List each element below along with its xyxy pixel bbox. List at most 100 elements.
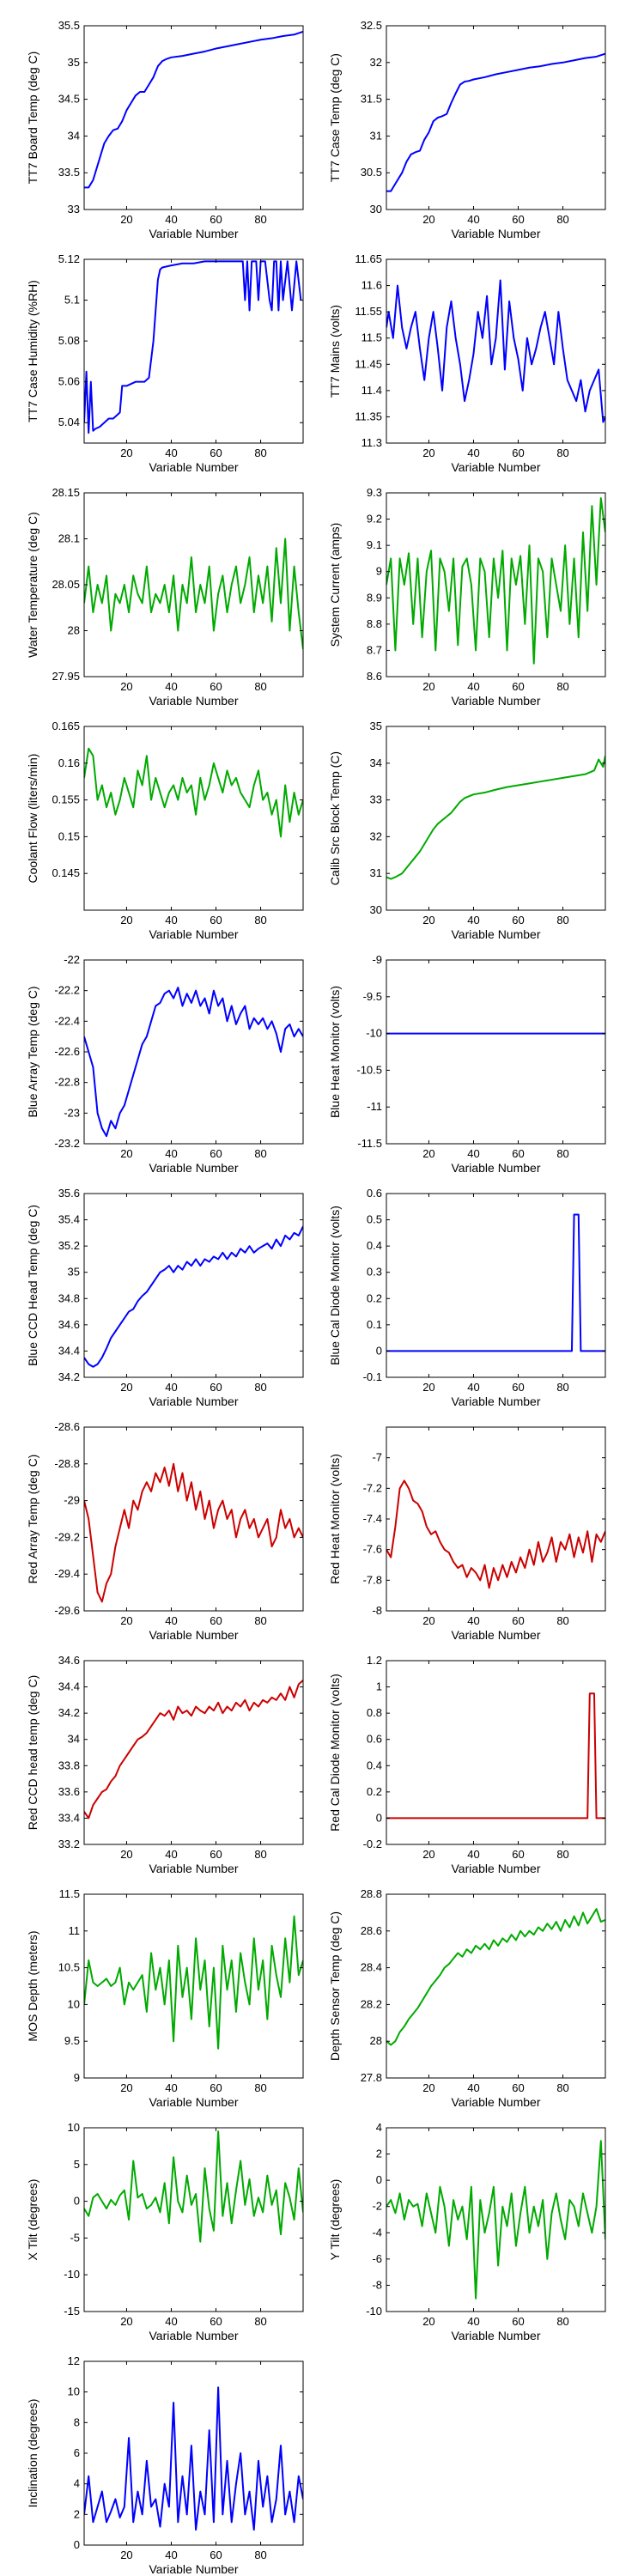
y-tick-label: 5.04 xyxy=(58,416,80,428)
y-tick-label: 8.6 xyxy=(367,670,382,683)
plot-frame xyxy=(386,1660,606,1845)
chart-panel: 20 40 60 80 9 9.5 10 10.5 11 11.5 Variable Number M… xyxy=(26,1887,304,2109)
x-axis-label: Variable Number xyxy=(149,2095,238,2109)
x-tick-label: 40 xyxy=(165,1147,177,1160)
y-tick-label: 6 xyxy=(74,2446,80,2459)
y-tick-label: -7.6 xyxy=(363,1543,382,1556)
x-tick-label: 20 xyxy=(422,447,434,459)
y-tick-label: 34.2 xyxy=(58,1706,80,1719)
y-tick-label: 0 xyxy=(74,2195,80,2208)
y-tick-label: -6 xyxy=(372,2252,382,2265)
x-tick-label: 20 xyxy=(120,1381,132,1394)
x-tick-label: 20 xyxy=(422,2315,434,2328)
y-tick-label: -5 xyxy=(70,2231,80,2244)
y-tick-label: 0.2 xyxy=(367,1291,382,1304)
series-line xyxy=(386,1213,605,1352)
y-axis-label: Red Heat Monitor (volts) xyxy=(328,1454,342,1584)
chart-panel: 20 40 60 80 -8 -7.8 -7.6 -7.4 -7.2 -7 Variable Num… xyxy=(328,1426,606,1642)
x-tick-label: 20 xyxy=(422,1381,434,1394)
y-tick-label: 33.6 xyxy=(58,1785,80,1798)
x-tick-label: 20 xyxy=(422,680,434,693)
y-axis-label: Inclination (degrees) xyxy=(26,2399,39,2508)
y-tick-label: 0.16 xyxy=(58,756,80,769)
y-tick-label: 32 xyxy=(370,56,382,69)
y-tick-label: -0.2 xyxy=(363,1838,382,1850)
y-tick-label: 9.5 xyxy=(64,2034,80,2047)
plot-frame xyxy=(83,1193,304,1378)
x-tick-label: 80 xyxy=(254,1614,266,1627)
chart-panel: 20 40 60 80 -10 -8 -6 -4 -2 0 2 4 Variable Number Y T… xyxy=(328,2121,606,2342)
y-tick-label: -15 xyxy=(64,2305,80,2318)
y-tick-label: -22.8 xyxy=(54,1076,80,1089)
x-tick-label: 80 xyxy=(556,2081,568,2094)
y-tick-label: 35 xyxy=(68,1266,80,1279)
x-axis-label: Variable Number xyxy=(451,2095,540,2109)
y-tick-label: 34.5 xyxy=(58,93,80,106)
y-axis-label: Calib Src Block Temp (C) xyxy=(328,751,342,885)
plot-frame xyxy=(83,959,304,1145)
y-tick-label: 28.15 xyxy=(52,486,80,499)
series-line xyxy=(386,1908,605,2046)
x-axis-label: Variable Number xyxy=(149,460,238,474)
plot-frame xyxy=(386,2127,606,2312)
x-tick-label: 80 xyxy=(556,1848,568,1861)
y-tick-label: 8 xyxy=(74,2415,80,2428)
y-tick-label: 28.6 xyxy=(361,1924,382,1937)
x-tick-label: 60 xyxy=(512,1614,524,1627)
y-tick-label: 32.5 xyxy=(361,19,382,32)
y-tick-label: 0 xyxy=(376,1344,382,1357)
x-tick-label: 80 xyxy=(556,2315,568,2328)
x-tick-label: 80 xyxy=(254,2549,266,2561)
x-axis-label: Variable Number xyxy=(451,1862,540,1875)
y-tick-label: 28.05 xyxy=(52,578,80,591)
x-tick-label: 40 xyxy=(165,914,177,927)
x-tick-label: 20 xyxy=(422,914,434,927)
plot-frame xyxy=(386,1193,606,1378)
y-tick-label: 0.145 xyxy=(52,866,80,879)
plot-frame xyxy=(386,1893,606,2079)
chart-panel: 20 40 60 80 27.95 28 28.05 28.1 28.15 Variable Nu… xyxy=(26,486,304,708)
chart-panel: 20 40 60 80 -11.5 -11 -10.5 -10 -9.5 -9 Variable N… xyxy=(328,953,606,1175)
x-tick-label: 60 xyxy=(210,680,222,693)
x-tick-label: 20 xyxy=(422,1848,434,1861)
y-tick-label: 28 xyxy=(370,2034,382,2047)
y-tick-label: -11.5 xyxy=(357,1137,382,1150)
x-axis-label: Variable Number xyxy=(451,2329,540,2342)
x-tick-label: 60 xyxy=(210,2081,222,2094)
y-tick-label: 5 xyxy=(74,2158,80,2171)
plot-frame xyxy=(83,1893,304,2079)
x-axis-label: Variable Number xyxy=(149,694,238,708)
y-tick-label: 31.5 xyxy=(361,93,382,106)
y-tick-label: 11.6 xyxy=(361,279,382,292)
y-tick-label: 35 xyxy=(370,720,382,732)
plot-frame xyxy=(386,959,606,1145)
plot-frame xyxy=(83,25,304,210)
y-tick-label: 35.2 xyxy=(58,1239,80,1252)
y-tick-label: 9.3 xyxy=(367,486,382,499)
y-tick-label: 5.08 xyxy=(58,334,80,347)
y-tick-label: 10 xyxy=(68,2121,80,2134)
y-tick-label: -8 xyxy=(372,2278,382,2291)
y-tick-label: 34.6 xyxy=(58,1654,80,1667)
x-tick-label: 80 xyxy=(556,1147,568,1160)
x-tick-label: 40 xyxy=(165,2081,177,2094)
y-tick-label: 33 xyxy=(68,203,80,216)
y-tick-label: -29.4 xyxy=(54,1567,80,1580)
y-tick-label: -7 xyxy=(372,1451,382,1464)
y-tick-label: -8 xyxy=(372,1604,382,1617)
x-tick-label: 80 xyxy=(556,1381,568,1394)
x-axis-label: Variable Number xyxy=(149,927,238,941)
chart-panel: 20 40 60 80 27.8 28 28.2 28.4 28.6 28.8 Variable N… xyxy=(328,1887,606,2109)
x-axis-label: Variable Number xyxy=(149,2562,238,2576)
x-tick-label: 20 xyxy=(422,1614,434,1627)
series-line xyxy=(386,279,605,423)
y-tick-label: 9 xyxy=(376,565,382,578)
y-tick-label: 0.3 xyxy=(367,1266,382,1279)
y-tick-label: 34.4 xyxy=(58,1344,80,1357)
series-line xyxy=(84,987,303,1138)
y-tick-label: 0.6 xyxy=(367,1187,382,1200)
x-tick-label: 60 xyxy=(512,213,524,226)
y-tick-label: 8.7 xyxy=(367,643,382,656)
y-tick-label: 0.8 xyxy=(367,1706,382,1719)
